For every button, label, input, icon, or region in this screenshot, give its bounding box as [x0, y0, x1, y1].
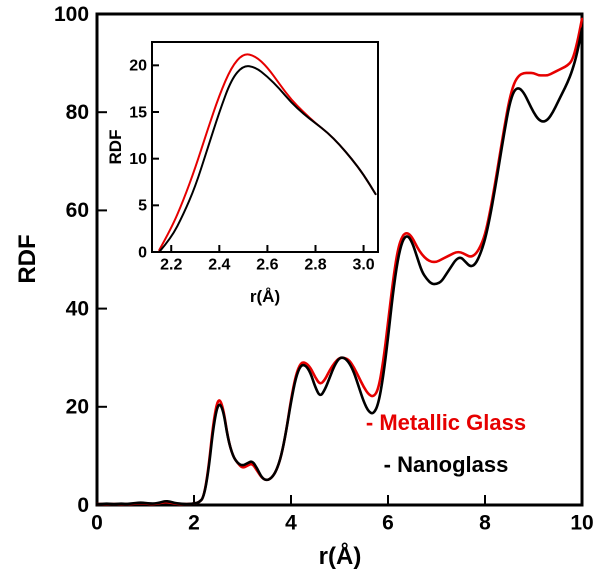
y-axis-label: RDF: [14, 234, 41, 284]
x-axis-label: r(Å): [318, 543, 362, 570]
inset-x-axis-label: r(Å): [249, 287, 281, 306]
legend: - Metallic Glass - Nanoglass: [318, 402, 574, 486]
inset-y-axis-label: RDF: [106, 129, 125, 165]
legend-item-metallic-glass: - Metallic Glass: [365, 410, 527, 435]
legend-item-nanoglass: - Nanoglass: [383, 452, 509, 477]
